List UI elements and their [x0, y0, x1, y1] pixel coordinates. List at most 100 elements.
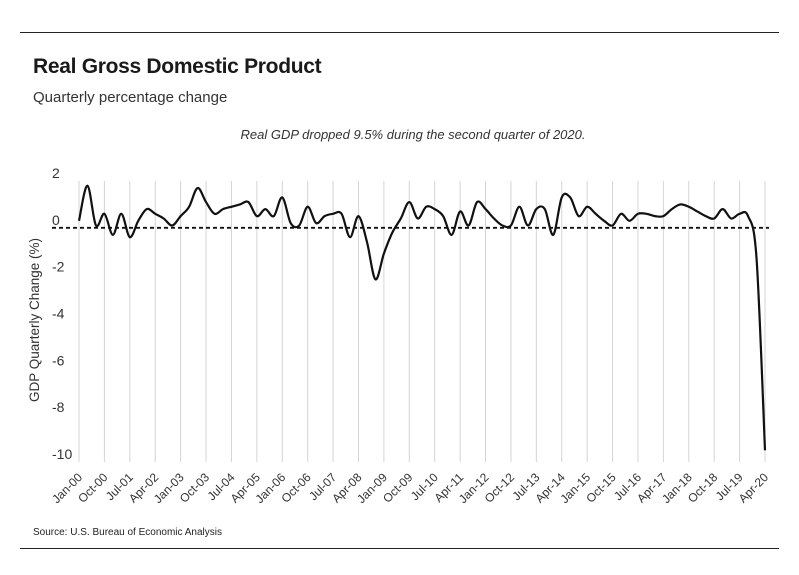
y-axis-ticks: 2 0 -2 -4 -6 -8 -10: [52, 165, 72, 462]
x-tick-label: Oct-12: [482, 470, 518, 506]
data-point: [586, 206, 588, 208]
data-point: [264, 208, 266, 210]
chart-annotation: Real GDP dropped 9.5% during the second …: [241, 127, 586, 142]
data-point: [103, 213, 105, 215]
data-point: [620, 213, 622, 215]
data-point: [324, 215, 326, 217]
data-point: [518, 206, 520, 208]
data-point: [705, 215, 707, 217]
data-point: [366, 241, 368, 243]
data-point: [747, 215, 749, 217]
data-point: [578, 215, 580, 217]
data-point: [163, 217, 165, 219]
y-tick-label: -4: [52, 306, 65, 322]
data-point: [408, 201, 410, 203]
data-point: [434, 208, 436, 210]
data-point: [247, 201, 249, 203]
data-point: [273, 215, 275, 217]
top-rule: [20, 32, 779, 33]
data-point: [552, 234, 554, 236]
data-point: [569, 196, 571, 198]
data-point: [595, 213, 597, 215]
y-tick-label: -2: [52, 259, 65, 275]
x-tick-label: Oct-15: [583, 470, 619, 506]
data-point: [501, 224, 503, 226]
data-point: [645, 213, 647, 215]
data-point: [214, 213, 216, 215]
data-point: [298, 224, 300, 226]
data-point: [730, 217, 732, 219]
y-axis-label: GDP Quarterly Change (%): [27, 238, 42, 402]
source-note: Source: U.S. Bureau of Economic Analysis: [33, 527, 222, 538]
data-point: [756, 257, 758, 259]
x-tick-label: Oct-00: [75, 470, 111, 506]
data-point: [696, 210, 698, 212]
data-point: [230, 206, 232, 208]
data-point: [561, 196, 563, 198]
y-tick-label: 2: [52, 165, 60, 181]
data-point: [679, 203, 681, 205]
x-tick-label: Oct-06: [278, 470, 314, 506]
data-point: [180, 215, 182, 217]
data-point: [171, 224, 173, 226]
data-point: [357, 215, 359, 217]
data-point: [425, 206, 427, 208]
y-tick-label: -6: [52, 352, 65, 368]
data-point: [197, 187, 199, 189]
data-point: [341, 213, 343, 215]
data-point: [485, 208, 487, 210]
data-point: [654, 215, 656, 217]
data-point: [628, 220, 630, 222]
data-point: [239, 203, 241, 205]
data-point: [222, 208, 224, 210]
data-point: [86, 185, 88, 187]
data-point: [510, 224, 512, 226]
data-point: [307, 206, 309, 208]
data-point: [671, 208, 673, 210]
data-point: [612, 224, 614, 226]
data-point: [417, 217, 419, 219]
x-tick-label: Oct-09: [380, 470, 416, 506]
series-line-gdp: [77, 184, 767, 451]
x-tick-label: Oct-03: [177, 470, 213, 506]
page-title: Real Gross Domestic Product: [33, 55, 322, 78]
data-point: [722, 208, 724, 210]
data-point: [146, 208, 148, 210]
data-point: [332, 213, 334, 215]
data-point: [535, 208, 537, 210]
data-point: [290, 222, 292, 224]
data-point: [459, 210, 461, 212]
data-points: [78, 185, 766, 452]
data-point: [256, 215, 258, 217]
data-point: [713, 217, 715, 219]
data-point: [527, 224, 529, 226]
data-point: [637, 213, 639, 215]
data-point: [764, 449, 766, 451]
x-tick-label: Oct-18: [685, 470, 721, 506]
data-point: [662, 215, 664, 217]
data-point: [120, 213, 122, 215]
data-point: [78, 220, 80, 222]
data-point: [188, 206, 190, 208]
y-tick-label: 0: [52, 212, 60, 228]
data-point: [315, 222, 317, 224]
data-point: [400, 217, 402, 219]
data-point: [129, 236, 131, 238]
x-tick-label: Apr-20: [736, 470, 772, 506]
bottom-rule: [20, 548, 779, 549]
page-subtitle: Quarterly percentage change: [33, 89, 228, 106]
data-point: [688, 206, 690, 208]
data-point: [95, 224, 97, 226]
data-point: [451, 234, 453, 236]
data-point: [442, 215, 444, 217]
data-point: [137, 220, 139, 222]
data-point: [349, 236, 351, 238]
grid-lines: [78, 181, 766, 462]
data-point: [476, 201, 478, 203]
data-point: [603, 220, 605, 222]
data-point: [205, 201, 207, 203]
data-point: [374, 278, 376, 280]
x-axis-ticks: Jan-00Oct-00Jul-01Apr-02Jan-03Oct-03Jul-…: [49, 470, 771, 506]
y-tick-label: -10: [52, 446, 72, 462]
